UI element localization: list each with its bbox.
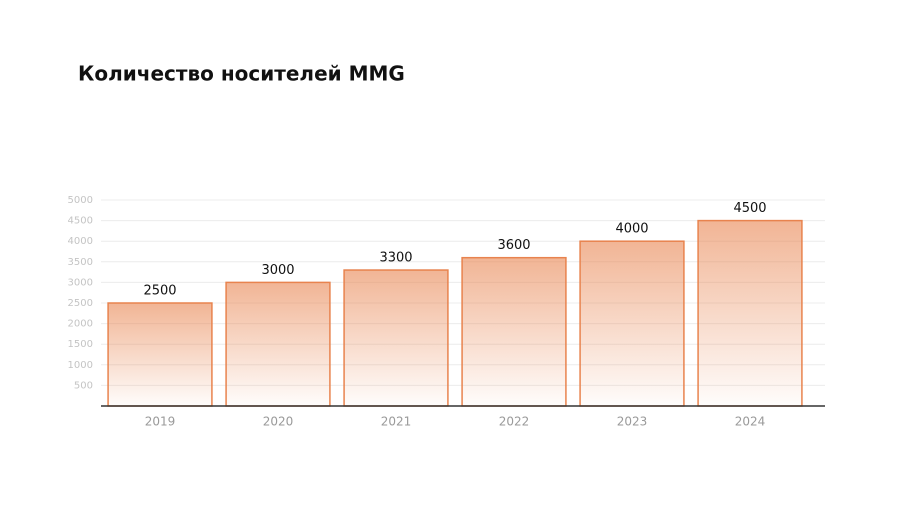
y-tick-label: 2500: [68, 298, 93, 309]
y-tick-label: 3500: [68, 257, 93, 268]
bar: [579, 240, 685, 407]
y-tick-label: 4000: [68, 236, 93, 247]
x-tick-label: 2023: [617, 415, 648, 429]
bar: [225, 281, 331, 407]
bar: [343, 269, 449, 407]
y-tick-label: 5000: [68, 195, 93, 206]
chart-title: Количество носителей MMG: [78, 62, 405, 86]
x-tick-label: 2024: [735, 415, 766, 429]
x-tick-label: 2021: [381, 415, 412, 429]
y-tick-label: 1000: [68, 360, 93, 371]
value-label: 4000: [615, 222, 648, 237]
y-tick-label: 500: [74, 380, 93, 391]
bar: [461, 256, 567, 407]
bar: [697, 219, 803, 407]
y-tick-label: 4500: [68, 216, 93, 227]
y-tick-label: 1500: [68, 339, 93, 350]
x-tick-label: 2022: [499, 415, 530, 429]
value-label: 3600: [497, 238, 530, 253]
x-tick-label: 2019: [145, 415, 176, 429]
value-label: 3000: [261, 263, 294, 278]
y-tick-label: 2000: [68, 319, 93, 330]
x-tick-label: 2020: [263, 415, 294, 429]
value-label: 3300: [379, 251, 412, 266]
bar: [107, 302, 213, 407]
value-label: 2500: [143, 284, 176, 299]
y-tick-label: 3000: [68, 277, 93, 288]
value-label: 4500: [733, 201, 766, 216]
